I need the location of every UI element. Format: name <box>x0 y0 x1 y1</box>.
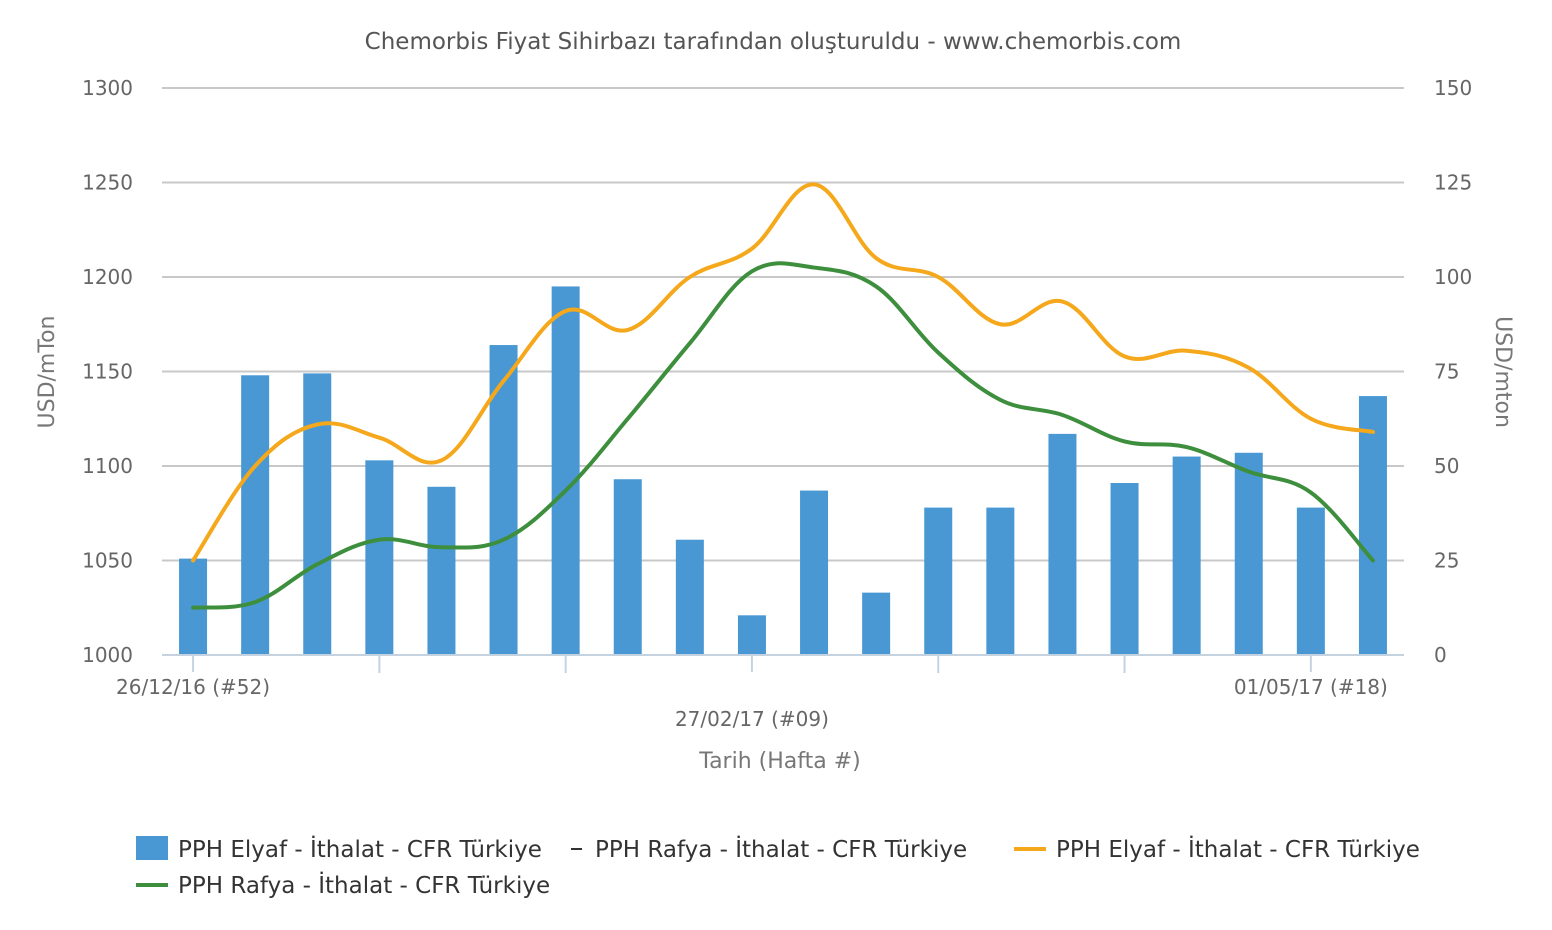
y-tick-label-right: 75 <box>1434 360 1459 384</box>
y-tick-label-left: 1000 <box>82 643 133 667</box>
y-tick-label-left: 1200 <box>82 265 133 289</box>
bar <box>800 490 829 655</box>
bar <box>1172 456 1201 655</box>
y-tick-label-right: 150 <box>1434 76 1472 100</box>
bar <box>986 507 1015 655</box>
y-axis-left-title: USD/mTon <box>35 316 60 429</box>
y-tick-label-right: 100 <box>1434 265 1472 289</box>
line-series <box>191 182 1375 610</box>
series-line <box>191 261 1375 610</box>
bar <box>1110 483 1139 655</box>
y-axis-right: 0 25 50 75 100 125 150 <box>1434 76 1472 667</box>
legend-label-rafya-bar[interactable]: PPH Rafya - İthalat - CFR Türkiye <box>595 835 967 863</box>
x-tick-label: 01/05/17 (#18) <box>1234 675 1388 699</box>
bar <box>365 460 394 655</box>
bar <box>613 479 642 655</box>
bar-series <box>179 286 1387 655</box>
chart-title: Chemorbis Fiyat Sihirbazı tarafından olu… <box>365 29 1182 55</box>
gridlines <box>162 87 1404 562</box>
bar <box>737 615 766 655</box>
y-tick-label-right: 50 <box>1434 454 1459 478</box>
bar <box>1048 433 1077 655</box>
bar <box>303 373 332 655</box>
y-tick-label-left: 1300 <box>82 76 133 100</box>
y-tick-label-left: 1050 <box>82 549 133 573</box>
x-axis: 26/12/16 (#52) 27/02/17 (#09) 01/05/17 (#1… <box>116 654 1404 731</box>
y-tick-label-right: 125 <box>1434 171 1472 195</box>
x-tick-label: 27/02/17 (#09) <box>675 707 829 731</box>
legend-label-elyaf-line[interactable]: PPH Elyaf - İthalat - CFR Türkiye <box>1056 835 1420 863</box>
x-axis-title: Tarih (Hafta #) <box>698 749 860 774</box>
bar <box>862 592 891 655</box>
legend-swatch-bar <box>136 836 168 860</box>
y-tick-label-right: 25 <box>1434 549 1459 573</box>
y-tick-label-left: 1100 <box>82 454 133 478</box>
x-tick-label: 26/12/16 (#52) <box>116 675 270 699</box>
bar <box>551 286 580 655</box>
bar <box>427 486 456 655</box>
bar <box>1234 452 1263 655</box>
bar <box>241 375 270 655</box>
legend-label-elyaf-bar[interactable]: PPH Elyaf - İthalat - CFR Türkiye <box>178 835 542 863</box>
y-tick-label-right: 0 <box>1434 643 1447 667</box>
series-line <box>191 182 1375 563</box>
y-tick-label-left: 1250 <box>82 171 133 195</box>
legend-label-rafya-line[interactable]: PPH Rafya - İthalat - CFR Türkiye <box>178 871 550 899</box>
bar <box>675 539 704 655</box>
bar <box>924 507 953 655</box>
bar <box>1358 396 1387 655</box>
legend: PPH Elyaf - İthalat - CFR Türkiye PPH Ra… <box>136 835 1420 899</box>
y-axis-right-title: USD/mton <box>1490 316 1515 428</box>
y-tick-label-left: 1150 <box>82 360 133 384</box>
bar <box>1296 507 1325 655</box>
y-axis-left: 1000 1050 1100 1150 1200 1250 1300 <box>82 76 133 667</box>
